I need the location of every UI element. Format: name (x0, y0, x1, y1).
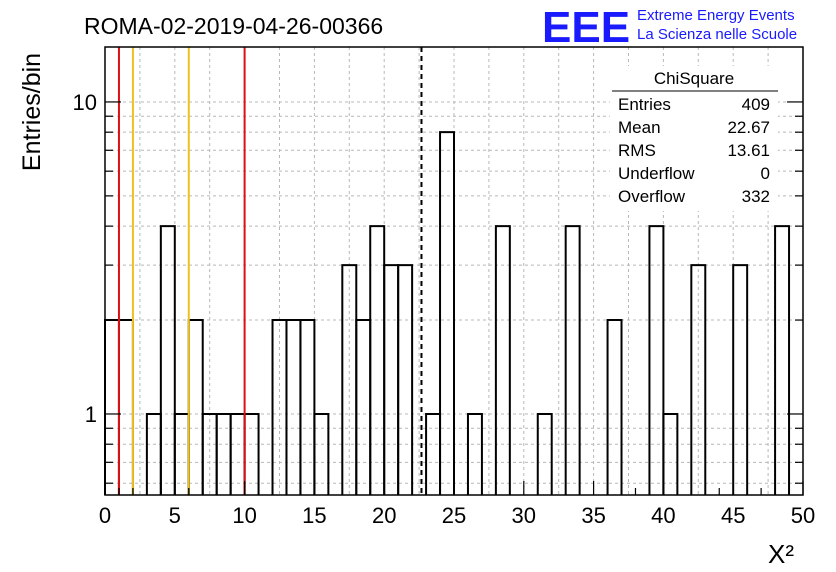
histogram-bar (187, 319, 204, 495)
stats-row-value: 332 (742, 187, 770, 206)
histogram-bar (494, 225, 511, 495)
logo-eee: EEE (542, 3, 630, 52)
histogram-bar (662, 412, 679, 495)
x-tick-label: 40 (651, 503, 675, 528)
histogram-bar (383, 264, 400, 495)
stats-row-label: Overflow (618, 187, 686, 206)
x-tick-label: 25 (442, 503, 466, 528)
x-tick-label: 30 (512, 503, 536, 528)
stats-box: ChiSquare Entries 409 Mean 22.67 RMS 13.61 Und… (610, 66, 778, 211)
stats-row-value: 22.67 (727, 118, 770, 137)
histogram-bar (397, 264, 414, 495)
histogram-bar (313, 412, 330, 495)
histogram-bar (159, 225, 176, 495)
histogram-bar (564, 225, 581, 495)
histogram-bar (104, 319, 120, 495)
histogram-bar (285, 319, 302, 495)
reference-lines (117, 47, 423, 495)
stats-row-value: 0 (761, 164, 770, 183)
stats-row-label: Entries (618, 95, 671, 114)
y-axis-label: Entries/bin (18, 53, 46, 171)
x-tick-label: 10 (232, 503, 256, 528)
y-tick-label: 1 (85, 402, 97, 427)
histogram-bar (299, 319, 316, 495)
axes: 0 5 10 15 20 25 30 35 40 45 50 1 10 (73, 46, 815, 528)
x-tick-label: 50 (791, 503, 815, 528)
stats-box-background (610, 66, 778, 211)
histogram-bar (774, 225, 791, 495)
histogram-bar (215, 412, 232, 495)
stats-row-label: Underflow (618, 164, 695, 183)
histogram-bar (536, 412, 553, 495)
logo-line-1: Extreme Energy Events (637, 7, 795, 24)
stats-row-value: 13.61 (727, 141, 770, 160)
x-axis-label: X² (768, 539, 794, 569)
x-tick-label: 45 (721, 503, 745, 528)
stats-name: ChiSquare (654, 69, 734, 88)
stats-row-value: 409 (742, 95, 770, 114)
y-tick-label: 10 (73, 90, 97, 115)
histogram-bar (732, 264, 749, 495)
x-tick-label: 35 (581, 503, 605, 528)
stats-row-label: RMS (618, 141, 656, 160)
histogram-bar (117, 319, 134, 495)
x-tick-label: 0 (99, 503, 111, 528)
histogram-bar (690, 264, 707, 495)
x-tick-label: 15 (302, 503, 326, 528)
stats-row-label: Mean (618, 118, 661, 137)
chart-title: ROMA-02-2019-04-26-00366 (84, 13, 383, 39)
x-tick-label: 5 (169, 503, 181, 528)
histogram-bar (173, 412, 190, 495)
x-tick-label: 20 (372, 503, 396, 528)
histogram-bar (355, 319, 372, 495)
logo-line-2: La Scienza nelle Scuole (637, 26, 797, 43)
logo: EEE Extreme Energy Events La Scienza nel… (542, 3, 797, 52)
histogram-bar (648, 225, 665, 495)
histogram-bar (369, 225, 386, 495)
histogram-bar (466, 412, 483, 495)
histogram-bar (439, 131, 455, 495)
histogram-bar (606, 319, 623, 495)
